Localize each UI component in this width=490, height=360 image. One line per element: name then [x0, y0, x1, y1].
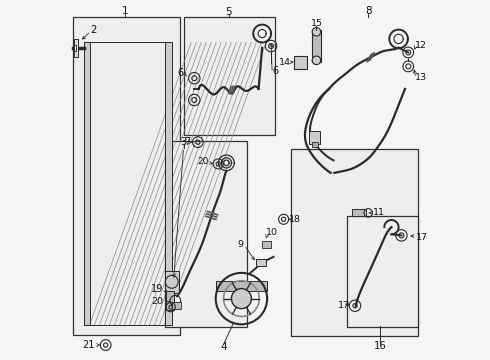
- Bar: [216, 280, 267, 291]
- Bar: [294, 56, 307, 68]
- Bar: [165, 42, 172, 325]
- Text: 14: 14: [279, 58, 291, 67]
- Bar: [352, 209, 367, 216]
- Circle shape: [231, 289, 251, 309]
- Text: 15: 15: [311, 19, 322, 28]
- Bar: [292, 149, 418, 337]
- Bar: [309, 131, 320, 144]
- Text: 7: 7: [184, 137, 191, 147]
- Text: 4: 4: [220, 342, 227, 352]
- Text: 17: 17: [338, 301, 350, 310]
- Bar: [74, 39, 78, 57]
- Text: 18: 18: [289, 215, 300, 224]
- Bar: [312, 30, 321, 62]
- Text: 21: 21: [82, 340, 94, 350]
- Bar: [312, 142, 318, 147]
- Bar: [347, 216, 418, 327]
- Bar: [172, 302, 181, 309]
- Text: 3: 3: [180, 137, 187, 147]
- Bar: [256, 259, 267, 266]
- Bar: [262, 242, 271, 248]
- Text: 20: 20: [197, 157, 209, 166]
- Text: 1: 1: [122, 6, 129, 17]
- Text: 20: 20: [151, 297, 164, 306]
- Bar: [167, 291, 173, 310]
- Text: 10: 10: [266, 228, 278, 237]
- Bar: [84, 42, 90, 325]
- Text: 13: 13: [415, 73, 427, 82]
- Circle shape: [312, 27, 321, 36]
- Text: 17: 17: [416, 233, 428, 242]
- Bar: [165, 271, 179, 293]
- Text: 9: 9: [237, 240, 243, 249]
- Bar: [74, 45, 75, 51]
- Text: 8: 8: [365, 6, 371, 17]
- Text: 11: 11: [373, 208, 385, 217]
- Text: 12: 12: [415, 41, 427, 50]
- Text: 16: 16: [374, 341, 387, 351]
- Circle shape: [312, 56, 321, 64]
- Text: 6: 6: [177, 68, 184, 78]
- Bar: [165, 141, 247, 327]
- Text: 19: 19: [151, 284, 164, 294]
- Text: 5: 5: [225, 7, 232, 17]
- Bar: [184, 18, 275, 135]
- Bar: [73, 18, 180, 336]
- Text: 6: 6: [273, 66, 279, 76]
- Text: 2: 2: [90, 25, 97, 35]
